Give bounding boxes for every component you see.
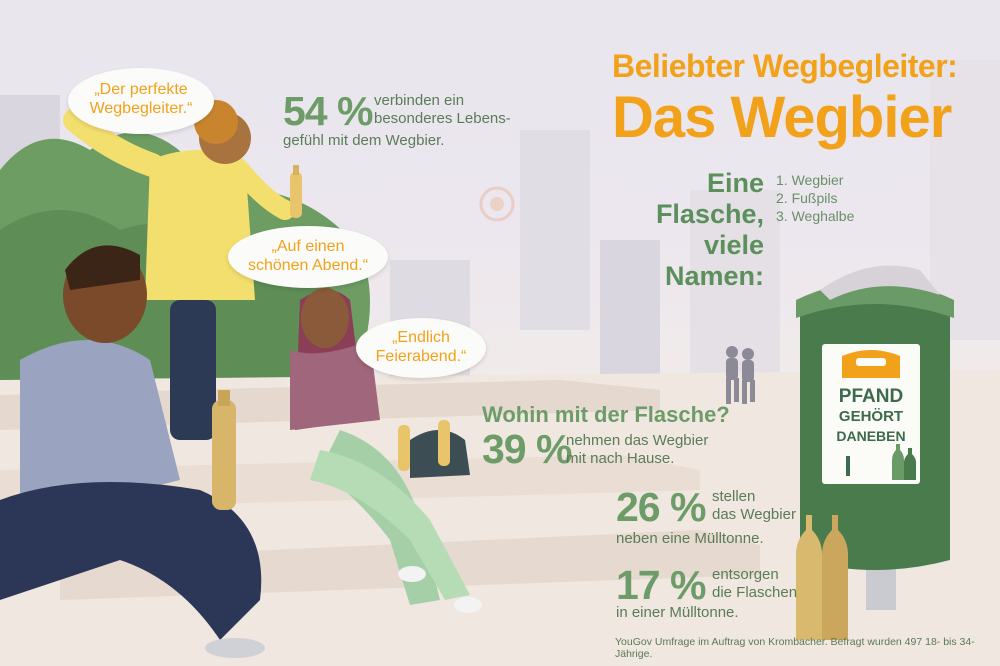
stat-line: neben eine Mülltonne. <box>616 530 764 547</box>
quote-bubble <box>68 68 214 134</box>
bin-sign-line: PFAND <box>838 386 904 407</box>
names-heading-line: viele Namen: <box>664 230 764 291</box>
stat-line: besonderes Lebens- <box>374 110 511 127</box>
sun-core <box>490 197 504 211</box>
sign-pole <box>846 456 850 476</box>
backpack <box>410 420 470 478</box>
bin-sign-graphic <box>842 350 916 480</box>
names-list: 1. Wegbier 2. Fußpils 3. Weghalbe <box>776 171 854 225</box>
stat-line: stellen <box>712 488 756 505</box>
quote-line: Feierabend.“ <box>375 348 467 365</box>
stat-line: mit nach Hause. <box>566 450 675 467</box>
quote-line: „Der perfekte <box>94 81 188 98</box>
bottles-beside-bin <box>796 515 848 640</box>
stat-value: 17 % <box>616 562 706 608</box>
stat-line: verbinden ein <box>374 92 465 109</box>
stat-line: das Wegbier <box>712 506 796 523</box>
bin-sign-line: DANEBEN <box>836 428 906 444</box>
quote-line: „Auf einen <box>271 238 345 255</box>
quote-text: „Auf einen schönen Abend.“ <box>230 237 386 275</box>
footnote: YouGov Umfrage im Auftrag von Krombacher… <box>615 636 975 660</box>
stat-value: 54 % <box>283 88 373 134</box>
bin-slot-icon <box>856 358 886 366</box>
bottle-icon <box>892 444 904 480</box>
stat-line: in einer Mülltonne. <box>616 604 739 621</box>
bin-sign-line: GEHÖRT <box>838 408 904 425</box>
walking-couple <box>726 346 755 404</box>
names-list-item: 2. Fußpils <box>776 190 838 206</box>
quote-line: „Endlich <box>392 329 450 346</box>
stat-line: entsorgen <box>712 566 779 583</box>
title-line1: Beliebter Wegbegleiter: <box>612 48 958 84</box>
building-shape <box>600 240 660 380</box>
names-list-item: 3. Weghalbe <box>776 208 855 224</box>
names-heading-line: Eine Flasche, <box>655 168 764 229</box>
quote-bubble <box>228 226 388 288</box>
bottle-icon <box>904 448 916 480</box>
quote-text: „Der perfekte Wegbegleiter.“ <box>70 80 212 118</box>
sitting-woman <box>290 288 482 613</box>
bin-sign: PFAND GEHÖRT DANEBEN <box>822 344 920 484</box>
quote-line: Wegbegleiter.“ <box>89 100 193 117</box>
quote-line: schönen Abend.“ <box>247 257 369 274</box>
stat-line: die Flaschen <box>712 584 798 601</box>
stat-text: nehmen das Wegbier mit nach Hause. <box>566 432 708 468</box>
stat-line: nehmen das Wegbier <box>566 432 709 449</box>
quote-text: „Endlich Feierabend.“ <box>358 328 484 366</box>
question-heading: Wohin mit der Flasche? <box>482 402 730 427</box>
standing-person <box>63 100 302 440</box>
building-shape <box>930 60 1000 340</box>
title-line2: Das Wegbier <box>612 85 952 150</box>
stat-line: gefühl mit dem Wegbier. <box>283 132 445 149</box>
quote-bubble <box>356 318 486 378</box>
sun-glow <box>479 186 515 222</box>
stat-value: 26 % <box>616 484 706 530</box>
stat-text: verbinden ein besonderes Lebens- <box>374 92 511 128</box>
names-heading: Eine Flasche, viele Namen: <box>614 168 764 292</box>
names-list-item: 1. Wegbier <box>776 172 844 188</box>
sitting-person <box>0 245 265 658</box>
stat-value: 39 % <box>482 426 572 472</box>
building-shape <box>520 130 590 330</box>
